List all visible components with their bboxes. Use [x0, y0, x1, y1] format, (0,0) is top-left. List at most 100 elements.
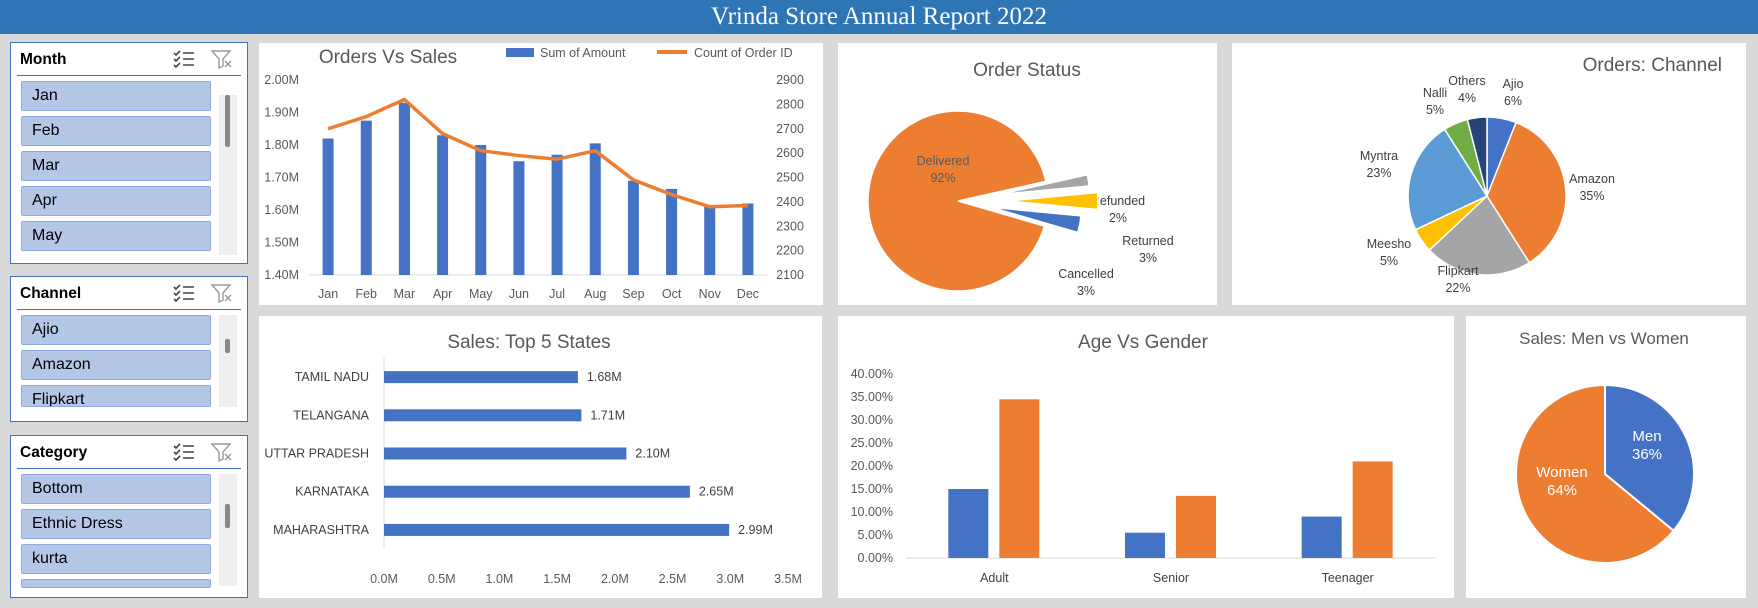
y-tick-label: 0.00%	[858, 551, 893, 565]
x-tick-label: 3.0M	[716, 572, 744, 586]
clear-filter-icon[interactable]	[210, 441, 234, 463]
pie-percent: 22%	[1445, 281, 1470, 295]
y-right-tick-label: 2100	[776, 268, 804, 282]
y-tick-label: 40.00%	[851, 367, 893, 381]
slicer-scrollbar[interactable]	[219, 315, 237, 407]
bar-oct	[666, 188, 678, 275]
slicer-divider	[17, 309, 241, 310]
slicer-item-apr[interactable]: Apr	[21, 186, 211, 216]
x-tick-label: 0.5M	[428, 572, 456, 586]
x-tick-label: Feb	[355, 287, 377, 301]
bar-senior-1	[1125, 532, 1165, 558]
slicer-item-ethnic-dress[interactable]: Ethnic Dress	[21, 509, 211, 539]
y-tick-label: TAMIL NADU	[295, 370, 369, 384]
legend-label: Count of Order ID	[694, 46, 793, 60]
slicer-item-kurta[interactable]: kurta	[21, 544, 211, 574]
bar-adult-2	[999, 399, 1040, 558]
slicer-item-partial[interactable]	[21, 579, 211, 588]
pie-percent: 3%	[1077, 284, 1095, 298]
scroll-thumb[interactable]	[225, 95, 230, 147]
bar-senior-2	[1176, 495, 1216, 558]
slicer-item-bottom[interactable]: Bottom	[21, 474, 211, 504]
pie-percent: 2%	[1109, 211, 1127, 225]
chart-title: Sales: Top 5 States	[447, 332, 610, 353]
slicer-item-may[interactable]: May	[21, 221, 211, 251]
clear-filter-icon[interactable]	[210, 48, 234, 70]
y-tick-label: 5.00%	[858, 528, 893, 542]
slicer-item-flipkart[interactable]: Flipkart	[21, 385, 211, 407]
slicer-scrollbar[interactable]	[219, 95, 237, 255]
y-left-tick-label: 1.90M	[264, 106, 299, 120]
slicer-item-jan[interactable]: Jan	[21, 81, 211, 111]
pie-label: Women	[1536, 464, 1587, 481]
pie-percent: 92%	[930, 171, 955, 185]
pie-slice-men	[1604, 383, 1695, 533]
slicer-item-amazon[interactable]: Amazon	[21, 350, 211, 380]
bar-dec	[742, 203, 754, 275]
pie-percent: 4%	[1458, 91, 1476, 105]
bar-jun	[513, 161, 525, 275]
scroll-thumb[interactable]	[225, 339, 230, 353]
pie-percent: 36%	[1632, 446, 1662, 463]
pie-slice-refunded	[999, 173, 1090, 196]
order-status-chart: Order Status Delivered 92% Refunded 2% Return…	[867, 60, 1174, 298]
slicer-item-mar[interactable]: Mar	[21, 151, 211, 181]
scroll-thumb[interactable]	[225, 504, 230, 528]
y-tick-label: 15.00%	[851, 482, 893, 496]
x-tick-label: Teenager	[1322, 571, 1374, 585]
x-tick-label: Mar	[394, 287, 416, 301]
month-slicer: Month Jan Feb Mar Apr May	[10, 42, 248, 264]
data-label: 2.99M	[738, 523, 773, 537]
orders-line	[327, 97, 748, 209]
pie-percent: 5%	[1380, 254, 1398, 268]
pie-percent: 64%	[1547, 482, 1577, 499]
y-left-tick-label: 2.00M	[264, 73, 299, 87]
bar-jul	[551, 154, 563, 275]
y-tick-label: 20.00%	[851, 459, 893, 473]
slicer-item-ajio[interactable]: Ajio	[21, 315, 211, 345]
bar-aug	[589, 143, 601, 275]
x-tick-label: Jan	[318, 287, 338, 301]
multi-select-icon[interactable]	[172, 282, 196, 304]
y-right-tick-label: 2900	[776, 73, 804, 87]
slicer-item-feb[interactable]: Feb	[21, 116, 211, 146]
y-tick-label: TELANGANA	[293, 408, 369, 422]
legend-swatch-amount	[506, 48, 534, 57]
pie-percent: 6%	[1504, 94, 1522, 108]
x-tick-label: Jul	[549, 287, 565, 301]
x-tick-label: 2.0M	[601, 572, 629, 586]
data-label: 1.71M	[590, 408, 625, 422]
slicer-title: Category	[20, 444, 88, 461]
x-tick-label: Dec	[737, 287, 759, 301]
bar-feb	[360, 120, 372, 275]
top-states-chart: Sales: Top 5 States TAMIL NADU 1.68M TELANG…	[264, 332, 802, 586]
slicer-scrollbar[interactable]	[219, 474, 237, 586]
report-title: Vrinda Store Annual Report 2022	[0, 0, 1758, 34]
y-right-tick-label: 2700	[776, 122, 804, 136]
bar-telangana	[384, 409, 582, 422]
x-tick-label: Adult	[980, 571, 1009, 585]
bar-maharashtra	[384, 523, 730, 536]
clear-filter-icon[interactable]	[210, 282, 234, 304]
y-right-tick-label: 2600	[776, 146, 804, 160]
bar-apr	[437, 135, 449, 275]
x-tick-label: 2.5M	[659, 572, 687, 586]
slicer-divider	[17, 468, 241, 469]
pie-label: Others	[1448, 74, 1486, 88]
y-tick-label: 10.00%	[851, 505, 893, 519]
multi-select-icon[interactable]	[172, 48, 196, 70]
men-vs-women-panel: Sales: Men vs Women Men 36% Women 64%	[1466, 316, 1746, 598]
slicer-title: Month	[20, 51, 67, 68]
x-tick-label: Nov	[699, 287, 722, 301]
y-left-tick-label: 1.40M	[264, 268, 299, 282]
bar-mar	[398, 102, 410, 275]
pie-percent: 5%	[1426, 103, 1444, 117]
legend-label: Sum of Amount	[540, 46, 626, 60]
bar-nov	[704, 206, 716, 275]
y-left-tick-label: 1.80M	[264, 138, 299, 152]
slicer-divider	[17, 75, 241, 76]
slicer-title: Channel	[20, 285, 82, 302]
multi-select-icon[interactable]	[172, 441, 196, 463]
pie-label: Flipkart	[1438, 264, 1480, 278]
x-tick-label: Aug	[584, 287, 606, 301]
